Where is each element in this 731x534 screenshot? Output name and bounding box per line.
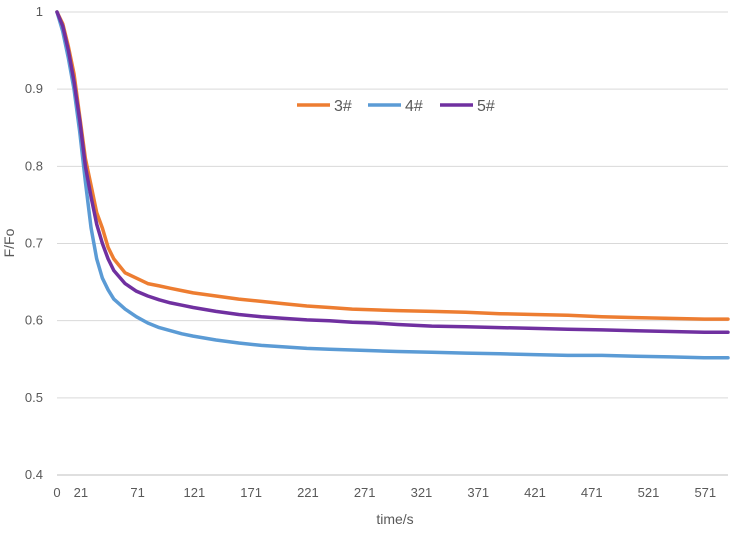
legend-label: 5# [477, 98, 495, 115]
x-tick-label: 221 [297, 485, 319, 500]
x-tick-label: 521 [638, 485, 660, 500]
x-tick-label: 321 [411, 485, 433, 500]
series-lines [55, 10, 730, 360]
legend: 3# 4# 5# [297, 98, 495, 115]
y-tick-label: 0.5 [25, 390, 43, 405]
x-tick-label: 71 [130, 485, 144, 500]
series-line-4 [55, 10, 730, 360]
x-tick-label: 0 [53, 485, 60, 500]
y-axis-title: F/Fo [1, 228, 17, 257]
x-tick-label: 571 [694, 485, 716, 500]
gridlines [57, 11, 728, 399]
series-line-5 [55, 10, 730, 334]
x-tick-label: 371 [467, 485, 489, 500]
x-tick-label: 421 [524, 485, 546, 500]
series-line-3 [55, 10, 730, 321]
y-tick-label: 0.4 [25, 467, 43, 482]
x-tick-label: 171 [240, 485, 262, 500]
y-tick-label: 0.8 [25, 158, 43, 173]
legend-label: 4# [405, 98, 423, 115]
legend-label: 3# [334, 98, 352, 115]
x-axis-title: time/s [376, 511, 413, 527]
y-tick-label: 1 [36, 4, 43, 19]
x-tick-label: 21 [74, 485, 88, 500]
axes: 0.4 0.5 0.6 0.7 0.8 0.9 1 0 21 71 121 171 221 271 321 3… [25, 4, 728, 500]
y-tick-label: 0.9 [25, 81, 43, 96]
y-tick-label: 0.7 [25, 236, 43, 251]
x-tick-label: 121 [184, 485, 206, 500]
x-tick-label: 271 [354, 485, 376, 500]
x-tick-label: 471 [581, 485, 603, 500]
y-tick-label: 0.6 [25, 313, 43, 328]
